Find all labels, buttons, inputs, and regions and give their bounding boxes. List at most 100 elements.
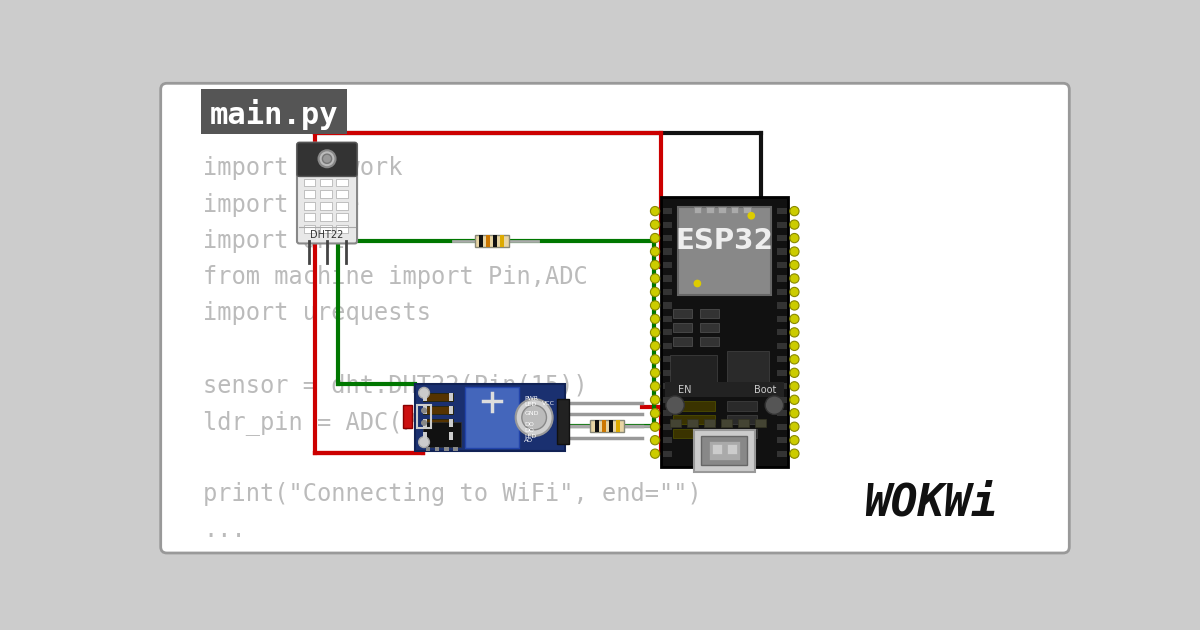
Bar xyxy=(778,357,787,362)
Circle shape xyxy=(650,328,660,337)
Bar xyxy=(662,357,672,362)
Bar xyxy=(336,202,348,210)
Bar xyxy=(673,429,715,438)
Bar xyxy=(778,248,787,255)
Bar xyxy=(778,208,787,214)
Bar xyxy=(700,336,719,346)
Bar xyxy=(304,202,316,210)
Circle shape xyxy=(790,301,799,310)
Bar xyxy=(464,387,518,447)
Bar xyxy=(422,422,461,447)
Circle shape xyxy=(790,395,799,404)
Bar xyxy=(727,352,769,382)
Circle shape xyxy=(318,151,336,167)
Bar xyxy=(727,429,757,438)
Bar xyxy=(778,397,787,403)
FancyBboxPatch shape xyxy=(161,83,1069,553)
Bar xyxy=(422,432,454,440)
Bar xyxy=(662,437,672,444)
Bar xyxy=(336,225,348,232)
Bar xyxy=(662,397,672,403)
Bar xyxy=(662,410,672,416)
Circle shape xyxy=(790,260,799,270)
Circle shape xyxy=(421,420,427,426)
Circle shape xyxy=(650,287,660,297)
Bar xyxy=(778,262,787,268)
Bar xyxy=(422,432,427,440)
Bar xyxy=(694,430,755,472)
Circle shape xyxy=(650,449,660,458)
Bar xyxy=(662,383,672,389)
Bar xyxy=(778,370,787,376)
Bar xyxy=(727,401,757,411)
Circle shape xyxy=(650,341,660,350)
Bar xyxy=(320,202,331,210)
Circle shape xyxy=(516,399,553,436)
Bar xyxy=(422,419,454,427)
Circle shape xyxy=(650,260,660,270)
Bar xyxy=(662,329,672,335)
Bar xyxy=(336,179,348,186)
Bar xyxy=(590,420,624,432)
FancyBboxPatch shape xyxy=(296,142,358,176)
Text: DO
LED: DO LED xyxy=(524,428,536,439)
Bar xyxy=(673,415,715,425)
Bar xyxy=(444,447,449,451)
Bar xyxy=(616,420,619,432)
Circle shape xyxy=(650,409,660,418)
Circle shape xyxy=(421,408,427,414)
Bar xyxy=(778,450,787,457)
Text: DO: DO xyxy=(524,422,534,427)
Bar xyxy=(738,419,749,427)
Circle shape xyxy=(790,314,799,324)
Text: print("Connecting to WiFi", end=""): print("Connecting to WiFi", end="") xyxy=(203,482,702,506)
Bar xyxy=(678,207,770,295)
Text: ...: ... xyxy=(203,518,246,542)
Bar xyxy=(661,197,788,467)
Circle shape xyxy=(790,382,799,391)
Bar xyxy=(662,235,672,241)
Bar xyxy=(304,190,316,198)
Text: import urequests: import urequests xyxy=(203,301,431,325)
Text: ldr_pin = ADC(Pin(34)): ldr_pin = ADC(Pin(34)) xyxy=(203,410,516,435)
Circle shape xyxy=(419,437,430,447)
Bar xyxy=(662,248,672,255)
Circle shape xyxy=(323,154,331,163)
Bar xyxy=(422,419,427,427)
Bar xyxy=(304,225,316,232)
Bar xyxy=(673,401,715,411)
Circle shape xyxy=(790,422,799,432)
Circle shape xyxy=(650,207,660,215)
Circle shape xyxy=(790,341,799,350)
Bar xyxy=(778,383,787,389)
Bar xyxy=(336,190,348,198)
Text: ESP32: ESP32 xyxy=(676,227,773,255)
Circle shape xyxy=(748,212,755,220)
Bar xyxy=(403,405,413,428)
Bar xyxy=(304,179,316,186)
Bar xyxy=(200,89,347,134)
Circle shape xyxy=(650,435,660,445)
Text: import network: import network xyxy=(203,156,402,180)
Bar xyxy=(320,179,331,186)
Bar xyxy=(336,214,348,221)
Bar xyxy=(673,323,692,332)
Bar xyxy=(778,275,787,282)
Bar xyxy=(426,447,431,451)
Circle shape xyxy=(790,234,799,243)
Bar xyxy=(500,235,504,248)
Circle shape xyxy=(790,368,799,377)
Bar xyxy=(493,235,497,248)
Bar xyxy=(662,343,672,349)
Bar xyxy=(700,309,719,318)
Circle shape xyxy=(650,247,660,256)
Text: AO: AO xyxy=(524,438,533,444)
Bar xyxy=(712,444,722,454)
Bar xyxy=(778,316,787,322)
Circle shape xyxy=(790,328,799,337)
Bar xyxy=(778,423,787,430)
Bar xyxy=(671,419,682,427)
Bar xyxy=(449,393,454,401)
Bar xyxy=(778,437,787,444)
Circle shape xyxy=(790,409,799,418)
